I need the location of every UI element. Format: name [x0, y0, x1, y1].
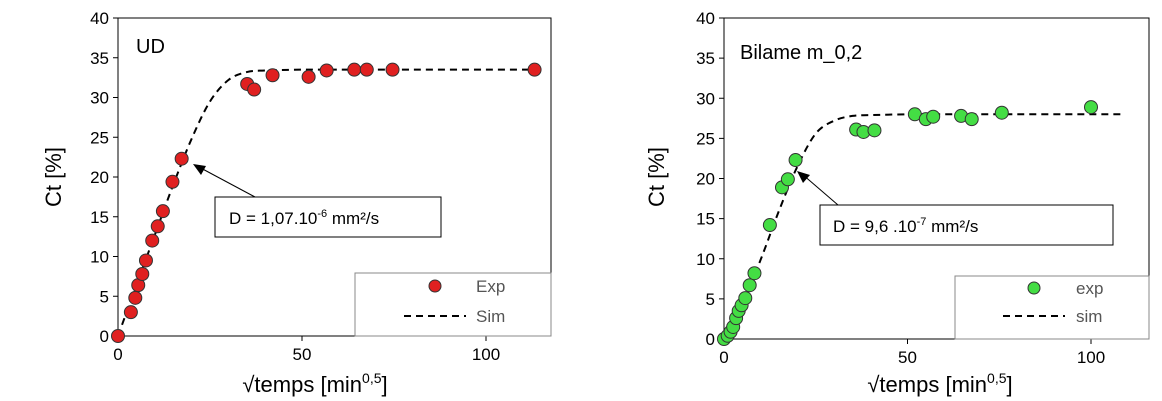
exp-data-point — [155, 204, 170, 219]
exp-data-point — [165, 174, 180, 189]
annotation-arrow — [196, 165, 256, 198]
y-tick-label: 20 — [696, 170, 715, 189]
exp-data-point — [265, 68, 280, 83]
x-tick-label: 50 — [898, 348, 917, 367]
exp-data-point — [788, 153, 803, 168]
y-axis: 0 5 10 15 20 25 30 35 40 — [90, 9, 118, 346]
y-tick-label: 25 — [90, 128, 109, 147]
y-axis: 0 5 10 15 20 25 30 35 40 — [696, 9, 724, 349]
exp-data-point — [742, 278, 757, 293]
x-tick-label: 100 — [1077, 348, 1105, 367]
exp-data-point — [527, 62, 542, 77]
y-tick-label: 5 — [100, 287, 109, 306]
y-tick-label: 30 — [696, 89, 715, 108]
chart-panel-ud: 0 5 10 15 20 25 30 35 40 0 50 100 UD D = 1,07.10-6… — [41, 9, 552, 397]
x-axis: 0 50 100 — [113, 336, 500, 364]
legend-sim-label: Sim — [476, 307, 505, 326]
y-tick-label: 5 — [706, 290, 715, 309]
y-tick-label: 40 — [90, 9, 109, 28]
annotation-text: D = 9,6 .10-7 mm²/s — [833, 216, 978, 236]
annotation-arrow — [801, 173, 839, 206]
x-tick-label: 0 — [719, 348, 728, 367]
y-tick-label: 10 — [696, 250, 715, 269]
legend — [354, 272, 552, 337]
exp-data-point — [747, 266, 762, 281]
exp-data-point — [174, 151, 189, 166]
legend-exp-marker — [1027, 281, 1041, 295]
exp-data-point — [926, 109, 941, 124]
exp-points — [111, 62, 542, 343]
annotation-arrowhead — [797, 171, 810, 183]
exp-points — [717, 100, 1098, 346]
exp-data-point — [385, 62, 400, 77]
exp-data-point — [111, 329, 125, 343]
chart-panel-bilame: 0 5 10 15 20 25 30 35 40 0 50 100 Bilame m_0,2 D =… — [644, 9, 1150, 397]
annotation-arrowhead — [193, 164, 206, 175]
y-tick-label: 0 — [706, 330, 715, 349]
legend-exp-label: exp — [1076, 279, 1103, 298]
x-tick-label: 0 — [113, 345, 122, 364]
y-tick-label: 35 — [696, 49, 715, 68]
y-tick-label: 30 — [90, 89, 109, 108]
panel-label: UD — [136, 36, 165, 58]
exp-data-point — [780, 172, 795, 187]
y-tick-label: 40 — [696, 9, 715, 28]
annotation-box — [214, 196, 442, 238]
exp-data-point — [128, 290, 143, 305]
annotation-text: D = 1,07.10-6 mm²/s — [229, 208, 379, 228]
y-tick-label: 20 — [90, 168, 109, 187]
y-axis-label: Ct [%] — [41, 147, 66, 207]
y-tick-label: 15 — [696, 210, 715, 229]
exp-data-point — [867, 123, 882, 138]
legend — [954, 275, 1150, 340]
legend-sim-label: sim — [1076, 307, 1102, 326]
sim-curve — [723, 113, 1125, 340]
exp-data-point — [138, 253, 153, 268]
exp-data-point — [347, 62, 362, 77]
x-axis-label: √temps [min0,5] — [867, 370, 1012, 397]
panel-label: Bilame m_0,2 — [740, 42, 862, 64]
x-tick-label: 50 — [293, 345, 312, 364]
y-tick-label: 25 — [696, 129, 715, 148]
annotation-box — [819, 204, 1114, 246]
exp-data-point — [994, 105, 1009, 120]
exp-data-point — [301, 69, 316, 84]
exp-data-point — [123, 305, 138, 320]
y-tick-label: 10 — [90, 248, 109, 267]
y-tick-label: 35 — [90, 49, 109, 68]
exp-data-point — [319, 63, 334, 78]
exp-data-point — [738, 291, 753, 306]
x-axis: 0 50 100 — [719, 339, 1105, 367]
exp-data-point — [150, 219, 165, 234]
exp-data-point — [964, 112, 979, 127]
x-tick-label: 100 — [472, 345, 500, 364]
exp-data-point — [135, 266, 150, 281]
exp-data-point — [359, 62, 374, 77]
x-axis-label: √temps [min0,5] — [242, 370, 387, 397]
exp-data-point — [1084, 100, 1098, 115]
exp-data-point — [145, 233, 160, 248]
exp-data-point — [247, 82, 262, 97]
y-axis-label: Ct [%] — [644, 147, 669, 207]
legend-exp-marker — [428, 279, 442, 293]
y-tick-label: 15 — [90, 208, 109, 227]
y-tick-label: 0 — [100, 327, 109, 346]
legend-exp-label: Exp — [476, 277, 505, 296]
exp-data-point — [762, 218, 777, 233]
